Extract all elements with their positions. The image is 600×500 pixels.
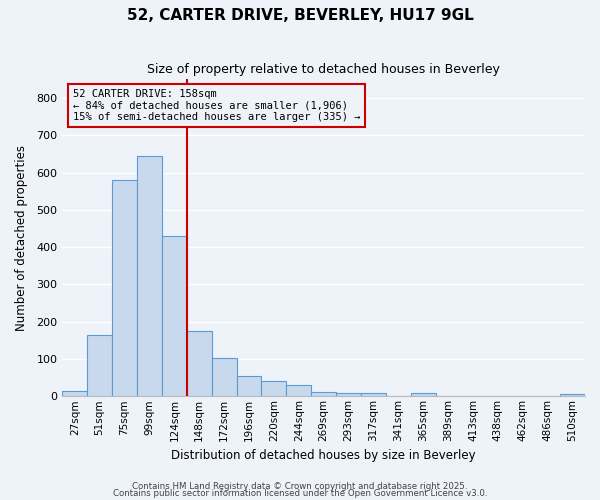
Bar	[361, 394, 386, 396]
Bar	[112, 180, 137, 396]
Bar	[286, 385, 311, 396]
Bar	[212, 358, 236, 397]
Bar	[162, 236, 187, 396]
Text: 52 CARTER DRIVE: 158sqm
← 84% of detached houses are smaller (1,906)
15% of semi: 52 CARTER DRIVE: 158sqm ← 84% of detache…	[73, 89, 360, 122]
Title: Size of property relative to detached houses in Beverley: Size of property relative to detached ho…	[147, 62, 500, 76]
Text: Contains public sector information licensed under the Open Government Licence v3: Contains public sector information licen…	[113, 490, 487, 498]
Text: Contains HM Land Registry data © Crown copyright and database right 2025.: Contains HM Land Registry data © Crown c…	[132, 482, 468, 491]
X-axis label: Distribution of detached houses by size in Beverley: Distribution of detached houses by size …	[172, 450, 476, 462]
Bar	[411, 394, 436, 396]
Text: 52, CARTER DRIVE, BEVERLEY, HU17 9GL: 52, CARTER DRIVE, BEVERLEY, HU17 9GL	[127, 8, 473, 22]
Bar	[262, 382, 286, 396]
Bar	[137, 156, 162, 396]
Bar	[311, 392, 336, 396]
Bar	[87, 335, 112, 396]
Bar	[336, 392, 361, 396]
Bar	[187, 331, 212, 396]
Bar	[560, 394, 585, 396]
Y-axis label: Number of detached properties: Number of detached properties	[15, 145, 28, 331]
Bar	[236, 376, 262, 396]
Bar	[62, 390, 87, 396]
